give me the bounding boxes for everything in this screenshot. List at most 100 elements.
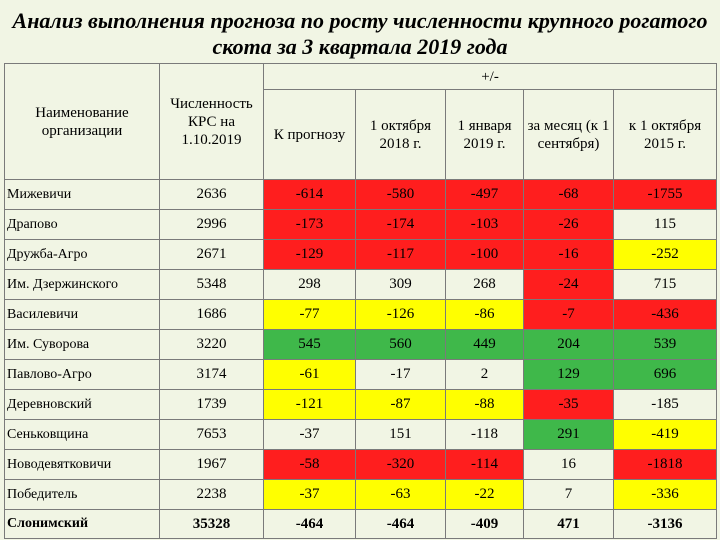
org-name-cell: Деревновский [4,389,160,420]
diff-cell: -464 [355,509,446,539]
krs-cell: 3174 [159,359,264,390]
diff-cell: -22 [445,479,524,510]
diff-cell: 291 [523,419,614,450]
diff-cell: 471 [523,509,614,539]
org-name-cell: Им. Дзержинского [4,269,160,300]
krs-cell: 2636 [159,179,264,210]
page-title: Анализ выполнения прогноза по росту числ… [12,8,708,59]
org-name-cell: Василевичи [4,299,160,330]
diff-cell: 151 [355,419,446,450]
diff-cell: 309 [355,269,446,300]
diff-cell: -174 [355,209,446,240]
diff-cell: -103 [445,209,524,240]
org-name-cell: Павлово-Агро [4,359,160,390]
diff-cell: -77 [263,299,356,330]
diff-cell: -100 [445,239,524,270]
table-row: Дружба-Агро 2671 -129 -117 -100 -16 -252 [4,239,718,270]
diff-cell: -63 [355,479,446,510]
krs-cell: 2238 [159,479,264,510]
table-row: Василевичи 1686 -77 -126 -86 -7 -436 [4,299,718,330]
org-name-cell: Драпово [4,209,160,240]
diff-cell: -173 [263,209,356,240]
diff-cell: -61 [263,359,356,390]
diff-cell: 539 [612,329,718,360]
diff-cell: -614 [263,179,356,210]
diff-cell: -17 [355,359,446,390]
table-row: Им. Суворова 3220 545 560 449 204 539 [4,329,718,360]
livestock-table: Наименование организации Численность КРС… [4,63,718,539]
header-oct-2015: к 1 октября 2015 г. [612,89,718,180]
header-oct-2018: 1 октября 2018 г. [355,89,446,180]
table-header: Наименование организации Численность КРС… [4,63,718,180]
org-name-cell: Победитель [4,479,160,510]
header-org: Наименование организации [4,63,160,180]
table-row: Павлово-Агро 3174 -61 -17 2 129 696 [4,359,718,390]
diff-cell: -409 [445,509,524,539]
diff-cell: -24 [523,269,614,300]
table-row: Драпово 2996 -173 -174 -103 -26 115 [4,209,718,240]
table-row: Победитель 2238 -37 -63 -22 7 -336 [4,479,718,510]
table-row: Новодевятковичи 1967 -58 -320 -114 16 -1818 [4,449,718,480]
krs-cell: 2996 [159,209,264,240]
diff-cell: 696 [612,359,718,390]
header-diff-group: +/- [262,63,718,90]
org-name-cell: Сеньковщина [4,419,160,450]
table-row: Сеньковщина 7653 -37 151 -118 291 -419 [4,419,718,450]
diff-cell: 204 [523,329,614,360]
diff-cell: 715 [612,269,718,300]
diff-cell: -26 [523,209,614,240]
diff-cell: 115 [612,209,718,240]
diff-cell: -1755 [612,179,718,210]
diff-cell: -336 [612,479,718,510]
diff-cell: -126 [355,299,446,330]
table-row: Мижевичи 2636 -614 -580 -497 -68 -1755 [4,179,718,210]
table-row-total: Слонимский 35328 -464 -464 -409 471 -3136 [4,509,718,539]
diff-cell: 545 [263,329,356,360]
diff-cell: -118 [445,419,524,450]
krs-cell: 3220 [159,329,264,360]
org-name-cell: Мижевичи [4,179,160,210]
diff-cell: -7 [523,299,614,330]
org-name-cell: Им. Суворова [4,329,160,360]
header-krs: Численность КРС на 1.10.2019 [159,63,264,180]
org-name-cell: Дружба-Агро [4,239,160,270]
diff-cell: -37 [263,419,356,450]
header-forecast: К прогнозу [263,89,356,180]
diff-cell: 129 [523,359,614,390]
diff-cell: -37 [263,479,356,510]
diff-cell: -117 [355,239,446,270]
diff-cell: -114 [445,449,524,480]
diff-cell: -497 [445,179,524,210]
diff-cell: -252 [612,239,718,270]
krs-cell: 7653 [159,419,264,450]
diff-cell: -88 [445,389,524,420]
diff-cell: 268 [445,269,524,300]
diff-cell: -464 [263,509,356,539]
diff-cell: -580 [355,179,446,210]
org-name-cell: Слонимский [4,509,160,539]
krs-cell: 5348 [159,269,264,300]
diff-cell: -320 [355,449,446,480]
table-body: Мижевичи 2636 -614 -580 -497 -68 -1755 Драпово 2… [4,179,718,539]
krs-cell: 1739 [159,389,264,420]
krs-cell: 1686 [159,299,264,330]
diff-cell: -3136 [612,509,718,539]
org-name-cell: Новодевятковичи [4,449,160,480]
diff-cell: -419 [612,419,718,450]
diff-cell: 560 [355,329,446,360]
krs-cell: 2671 [159,239,264,270]
header-month: за месяц (к 1 сентября) [523,89,614,180]
diff-cell: -35 [523,389,614,420]
diff-cell: 7 [523,479,614,510]
diff-cell: -1818 [612,449,718,480]
diff-cell: -58 [263,449,356,480]
diff-cell: 298 [263,269,356,300]
krs-cell: 1967 [159,449,264,480]
krs-cell: 35328 [159,509,264,539]
diff-cell: -16 [523,239,614,270]
header-jan-2019: 1 января 2019 г. [445,89,524,180]
diff-cell: -68 [523,179,614,210]
diff-cell: -129 [263,239,356,270]
diff-cell: 16 [523,449,614,480]
